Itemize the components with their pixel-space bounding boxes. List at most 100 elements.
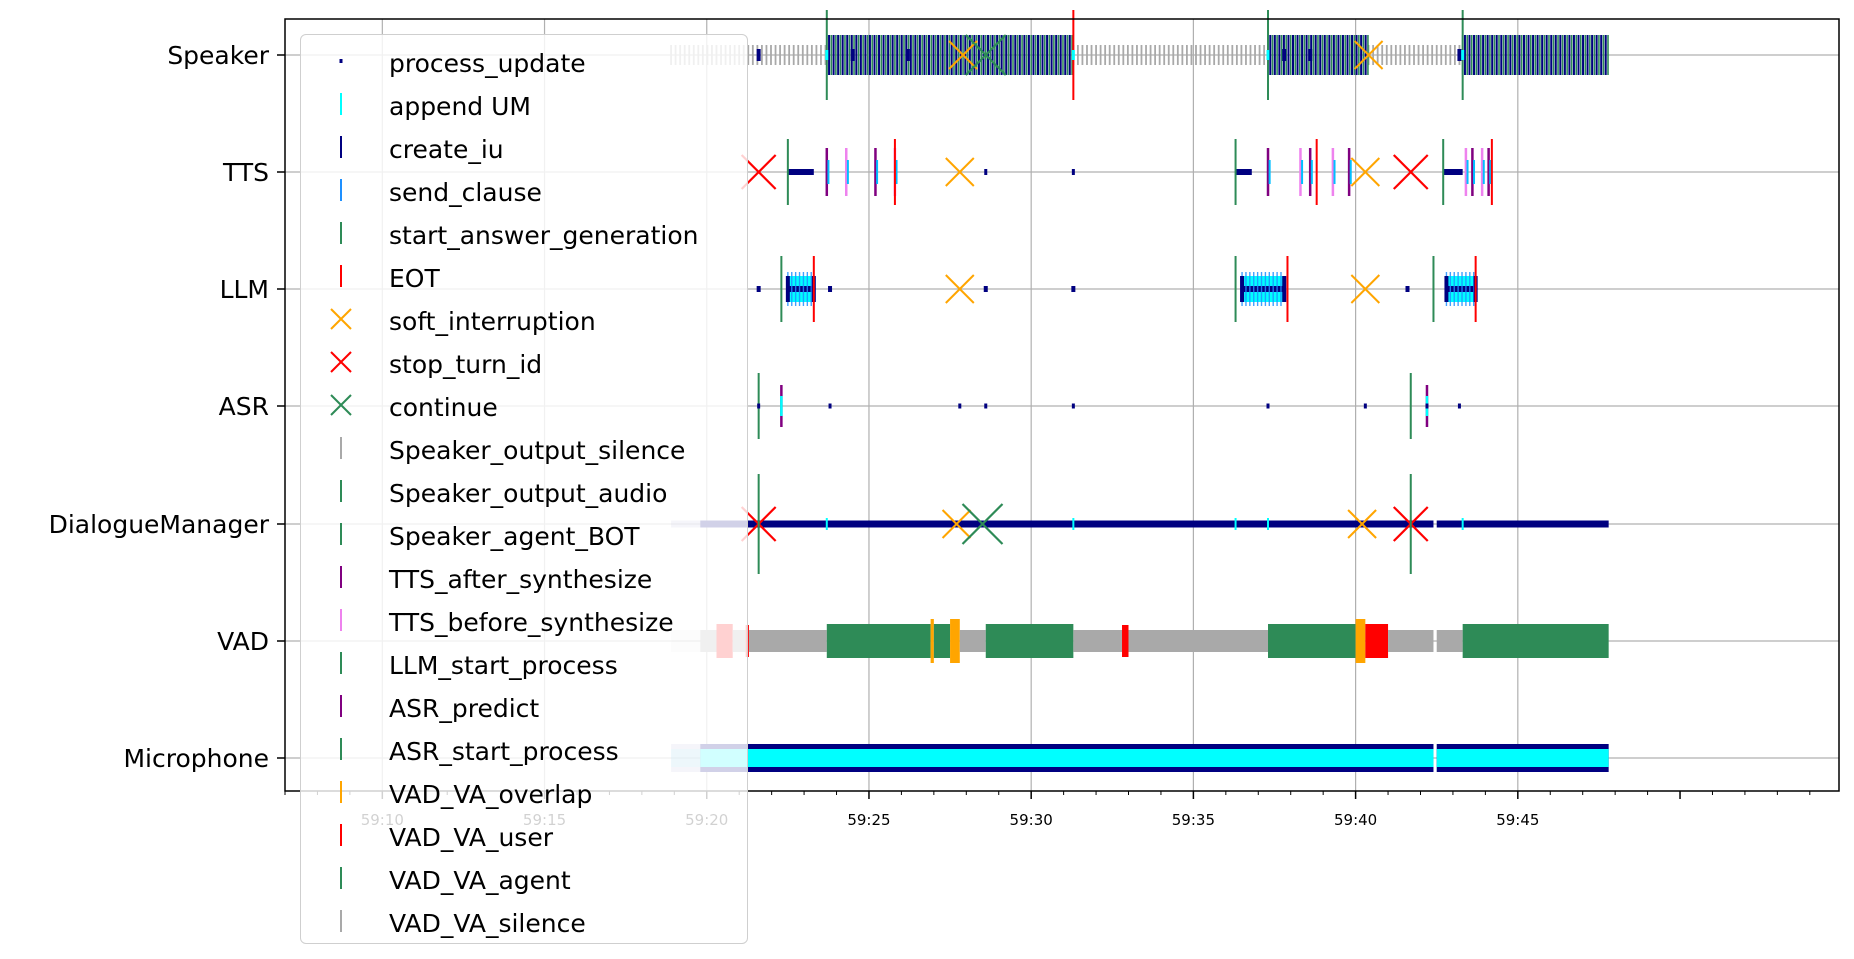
legend-entry: ASR_start_process <box>301 729 747 769</box>
continue-marker-stroke <box>961 503 1004 545</box>
soft-interruption-marker <box>1350 157 1381 187</box>
y-tick-label: LLM <box>220 275 269 304</box>
legend-label: ASR_start_process <box>389 737 619 766</box>
vad-overlap-segment <box>930 619 934 663</box>
y-axis: Speaker TTS LLM ASR DialogueManager VAD Microp… <box>49 41 285 773</box>
soft-interruption-marker <box>948 40 978 70</box>
legend-marker-stroke <box>330 394 352 416</box>
soft-interruption-marker <box>1350 274 1381 304</box>
legend-entry: ASR_predict <box>301 686 747 726</box>
vad-silence-segment <box>959 630 986 652</box>
legend-label: VAD_VA_agent <box>389 866 571 895</box>
legend-swatch <box>340 136 342 158</box>
legend-swatch <box>340 738 342 760</box>
x-tick-label: 59:45 <box>1496 811 1539 829</box>
soft-interruption-marker-stroke <box>948 40 978 70</box>
legend-entry: EOT <box>301 256 747 296</box>
continue-marker <box>964 34 1007 76</box>
legend-swatch <box>340 609 342 631</box>
legend-marker-stroke <box>330 351 352 373</box>
legend: process_update append UM create_iu send_cla… <box>300 34 748 944</box>
legend-entry: VAD_VA_overlap <box>301 772 747 812</box>
legend-entry: TTS_after_synthesize <box>301 557 747 597</box>
legend-swatch <box>340 179 342 201</box>
soft-interruption-marker-stroke <box>1347 509 1377 539</box>
legend-swatch <box>330 351 352 373</box>
vad-silence-segment <box>1436 630 1463 652</box>
soft-interruption-marker <box>945 157 975 187</box>
y-tick-label: DialogueManager <box>49 510 270 539</box>
soft-interruption-marker <box>941 509 972 539</box>
legend-label: start_answer_generation <box>389 221 699 250</box>
vad-user-segment <box>1365 624 1389 658</box>
legend-label: soft_interruption <box>389 307 596 336</box>
legend-entry: LLM_start_process <box>301 643 747 683</box>
legend-swatch <box>340 437 342 459</box>
x-tick-label: 59:35 <box>1172 811 1215 829</box>
legend-label: EOT <box>389 264 440 293</box>
legend-entry: append UM <box>301 84 747 124</box>
y-tick-label: ASR <box>219 392 269 421</box>
stop-turn-id-marker <box>1392 154 1429 190</box>
legend-label: process_update <box>389 49 586 78</box>
legend-swatch <box>340 523 342 545</box>
soft-interruption-marker <box>945 274 975 304</box>
vad-agent-segment <box>1462 624 1609 658</box>
y-tick-label: Speaker <box>167 41 269 70</box>
vad-silence-segment <box>748 630 827 652</box>
legend-entry: Speaker_agent_BOT <box>301 514 747 554</box>
soft-interruption-marker-stroke <box>941 509 972 539</box>
soft-interruption-marker <box>1353 40 1384 70</box>
vad-silence-segment <box>1388 630 1434 652</box>
legend-label: Speaker_agent_BOT <box>389 522 640 551</box>
legend-entry: Speaker_output_audio <box>301 471 747 511</box>
legend-entry: Speaker_output_silence <box>301 428 747 468</box>
legend-swatch <box>340 867 342 889</box>
x-tick-label: 59:25 <box>847 811 890 829</box>
legend-entry: stop_turn_id <box>301 342 747 382</box>
legend-swatch <box>330 394 352 416</box>
llm-create-iu-band <box>1446 286 1476 292</box>
soft-interruption-marker-stroke <box>945 157 975 187</box>
legend-label: ASR_predict <box>389 694 540 723</box>
legend-swatch <box>340 824 342 846</box>
soft-interruption-marker-stroke <box>1353 40 1384 70</box>
legend-entry: start_answer_generation <box>301 213 747 253</box>
legend-label: VAD_VA_overlap <box>389 780 593 809</box>
legend-label: VAD_VA_silence <box>389 909 586 938</box>
soft-interruption-marker-stroke <box>1350 157 1381 187</box>
legend-swatch <box>340 781 342 803</box>
legend-entry: send_clause <box>301 170 747 210</box>
soft-interruption-marker <box>1347 509 1377 539</box>
legend-swatch <box>340 93 342 115</box>
vad-agent-segment <box>933 624 951 658</box>
vad-overlap-segment <box>950 619 960 663</box>
vad-overlap-segment <box>1355 619 1366 663</box>
legend-swatch <box>340 652 342 674</box>
legend-swatch <box>340 265 342 287</box>
vad-silence-segment <box>1073 630 1123 652</box>
legend-entry: VAD_VA_agent <box>301 858 747 898</box>
legend-swatch <box>330 308 352 330</box>
soft-interruption-marker-stroke <box>945 274 975 304</box>
x-tick-label: 59:30 <box>1010 811 1053 829</box>
tts-create-iu-band <box>1235 169 1252 175</box>
y-tick-label: VAD <box>217 627 269 656</box>
dialogue-manager-band <box>700 520 1434 528</box>
legend-entry: VAD_VA_user <box>301 815 747 855</box>
vad-user-segment <box>1122 625 1129 657</box>
tts-create-iu-band <box>1443 169 1463 175</box>
legend-entry: continue <box>301 385 747 425</box>
soft-interruption-marker-stroke <box>1350 274 1381 304</box>
microphone-band <box>1436 749 1609 767</box>
legend-swatch <box>340 566 342 588</box>
plot-data <box>670 10 1609 772</box>
legend-label: Speaker_output_silence <box>389 436 686 465</box>
legend-entry: soft_interruption <box>301 299 747 339</box>
vad-silence-segment <box>1128 630 1269 652</box>
legend-label: TTS_after_synthesize <box>389 565 653 594</box>
vad-agent-segment <box>1268 624 1356 658</box>
tts-create-iu-band <box>787 169 814 175</box>
legend-label: VAD_VA_user <box>389 823 553 852</box>
